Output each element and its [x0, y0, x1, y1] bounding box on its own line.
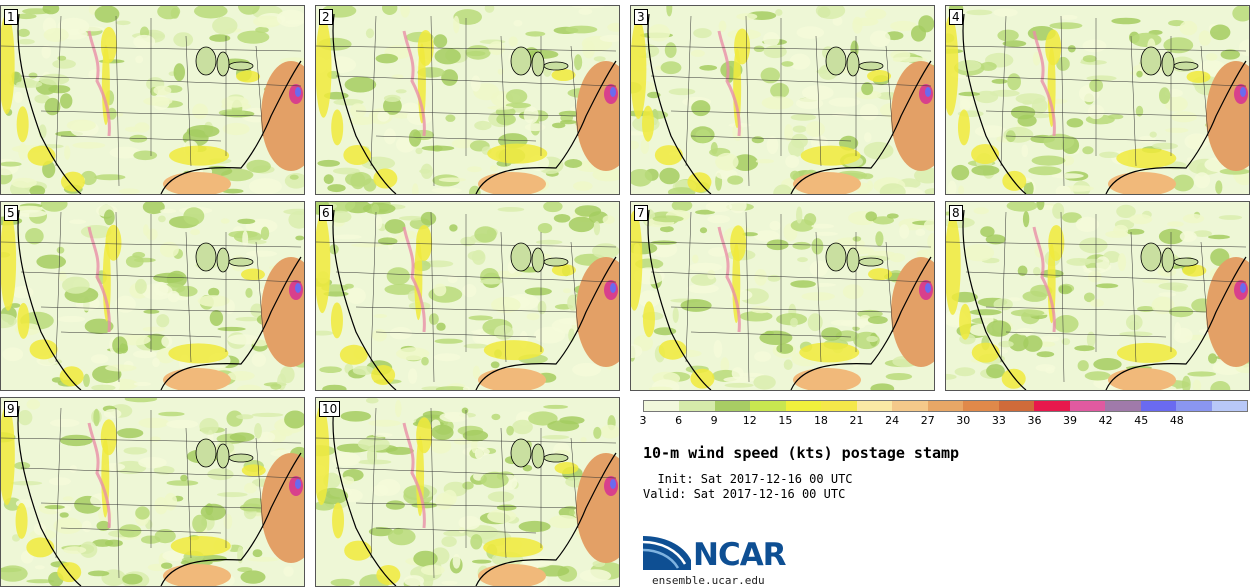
ncar-logo-icon	[643, 536, 691, 570]
colorbar-swatch	[785, 401, 822, 411]
stamp-number: 4	[949, 9, 963, 25]
colorbar-tick-label: 3	[639, 414, 647, 427]
colorbar-tick-label: 24	[885, 414, 900, 427]
colorbar-swatch	[714, 401, 751, 411]
wind-map	[316, 202, 619, 390]
colorbar-tick-label: 30	[956, 414, 971, 427]
wind-speed-colorbar	[643, 400, 1248, 412]
colorbar-tick-label: 12	[742, 414, 757, 427]
wind-map	[946, 6, 1249, 194]
colorbar-swatch	[998, 401, 1035, 411]
stamp-number: 10	[319, 401, 341, 417]
colorbar-tick-label: 15	[778, 414, 793, 427]
colorbar-swatch	[963, 401, 999, 411]
colorbar-tick-label: 21	[849, 414, 864, 427]
stamp-panel-1[interactable]: 1	[0, 5, 305, 195]
colorbar-tick-label: 39	[1063, 414, 1078, 427]
colorbar-tick-label: 45	[1134, 414, 1149, 427]
colorbar-swatch	[892, 401, 928, 411]
colorbar-swatch	[1105, 401, 1141, 411]
colorbar-tick-label: 48	[1169, 414, 1184, 427]
stamp-number: 1	[4, 9, 18, 25]
stamp-number: 2	[319, 9, 333, 25]
colorbar-tick-label: 42	[1098, 414, 1113, 427]
stamp-panel-9[interactable]: 9	[0, 397, 305, 587]
colorbar-swatch	[1069, 401, 1106, 411]
stamp-number: 6	[319, 205, 333, 221]
colorbar-swatch	[679, 401, 715, 411]
colorbar-swatch	[1176, 401, 1212, 411]
stamp-panel-5[interactable]: 5	[0, 201, 305, 391]
colorbar-swatch	[644, 401, 680, 411]
site-url: ensemble.ucar.edu	[652, 574, 765, 587]
stamp-panel-3[interactable]: 3	[630, 5, 935, 195]
stamp-number: 9	[4, 401, 18, 417]
colorbar-tick-label: 27	[920, 414, 935, 427]
colorbar-tick-label: 6	[675, 414, 683, 427]
colorbar-swatch	[821, 401, 857, 411]
colorbar-tick-label: 33	[991, 414, 1006, 427]
colorbar-tick-label: 18	[813, 414, 828, 427]
wind-map	[1, 6, 304, 194]
logo-wordmark: NCAR	[693, 537, 787, 573]
colorbar-tick-label: 36	[1027, 414, 1042, 427]
wind-map	[316, 6, 619, 194]
wind-map	[1, 202, 304, 390]
wind-map	[1, 398, 304, 586]
colorbar-swatch	[750, 401, 786, 411]
stamp-panel-6[interactable]: 6	[315, 201, 620, 391]
colorbar-swatch	[1211, 401, 1247, 411]
colorbar-swatch	[856, 401, 893, 411]
stamp-number: 5	[4, 205, 18, 221]
wind-map	[631, 202, 934, 390]
wind-map	[316, 398, 619, 586]
colorbar-tick-label: 9	[710, 414, 718, 427]
stamp-panel-4[interactable]: 4	[945, 5, 1250, 195]
colorbar-ticks: 3 6 9 12 15 18 21 24 27 30 33 36 39 42 45 48	[639, 414, 1248, 428]
colorbar-swatch	[1140, 401, 1177, 411]
stamp-panel-2[interactable]: 2	[315, 5, 620, 195]
init-time: Init: Sat 2017-12-16 00 UTC	[643, 472, 853, 486]
stamp-panel-7[interactable]: 7	[630, 201, 935, 391]
wind-map	[631, 6, 934, 194]
colorbar-swatch	[1034, 401, 1070, 411]
colorbar-swatch	[927, 401, 964, 411]
stamp-panel-10[interactable]: 10	[315, 397, 620, 587]
stamp-number: 7	[634, 205, 648, 221]
valid-time: Valid: Sat 2017-12-16 00 UTC	[643, 487, 846, 501]
wind-map	[946, 202, 1249, 390]
stamp-panel-8[interactable]: 8	[945, 201, 1250, 391]
stamp-number: 3	[634, 9, 648, 25]
stamp-number: 8	[949, 205, 963, 221]
page-title: 10-m wind speed (kts) postage stamp	[643, 444, 960, 462]
